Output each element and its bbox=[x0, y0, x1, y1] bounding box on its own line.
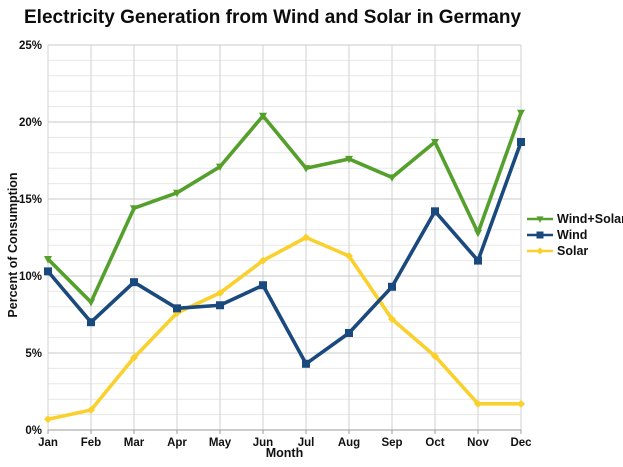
series-line-wind bbox=[46, 140, 523, 366]
y-tick-label: 20% bbox=[19, 117, 42, 129]
series-marker-solar bbox=[259, 256, 267, 265]
series-marker-wind-solar bbox=[173, 189, 181, 198]
series-marker-solar bbox=[130, 353, 138, 362]
legend-swatch-solar-icon bbox=[527, 247, 553, 255]
legend-swatch-marker bbox=[536, 247, 544, 255]
series-marker-wind bbox=[130, 278, 138, 287]
series-marker-wind bbox=[345, 328, 353, 337]
series-marker-solar bbox=[345, 251, 353, 260]
series-marker-wind-solar bbox=[44, 256, 52, 264]
x-tick-label: Jan bbox=[38, 437, 58, 449]
series-marker-wind-solar bbox=[388, 174, 396, 182]
legend-label: Wind bbox=[557, 228, 588, 242]
x-tick-label: Jun bbox=[253, 437, 273, 449]
series-marker-wind-solar bbox=[302, 165, 310, 173]
y-tick-label: 10% bbox=[19, 271, 42, 283]
legend-item-wind-solar: Wind+Solar bbox=[527, 211, 623, 227]
y-tick-label: 0% bbox=[25, 425, 42, 437]
series-marker-wind bbox=[216, 301, 224, 310]
series-marker-wind bbox=[474, 256, 482, 265]
series-marker-wind bbox=[302, 359, 310, 368]
x-tick-label: Jul bbox=[298, 437, 315, 449]
series-marker-solar bbox=[216, 288, 224, 297]
series-marker-wind-solar bbox=[345, 155, 353, 164]
series-marker-wind-solar bbox=[474, 229, 482, 238]
x-tick-label: Mar bbox=[124, 437, 145, 449]
x-tick-label: Oct bbox=[425, 437, 444, 449]
series-marker-wind bbox=[388, 282, 396, 291]
series-marker-wind-solar bbox=[216, 163, 224, 172]
series-marker-wind bbox=[44, 267, 52, 276]
series-marker-wind bbox=[431, 207, 439, 216]
series-line-wind-solar bbox=[46, 110, 523, 304]
series-marker-wind bbox=[173, 304, 181, 313]
legend-label: Wind+Solar bbox=[557, 212, 623, 226]
legend-swatch-marker bbox=[536, 216, 544, 223]
series-marker-solar bbox=[474, 399, 482, 408]
series-marker-wind bbox=[259, 281, 267, 290]
series-line-solar bbox=[46, 235, 523, 422]
series-marker-wind bbox=[517, 138, 525, 147]
x-axis-title: Month bbox=[265, 446, 304, 460]
x-tick-label: Feb bbox=[81, 437, 101, 449]
legend-swatch-wind-solar-icon bbox=[527, 216, 553, 223]
x-tick-label: Sep bbox=[381, 437, 402, 449]
legend: Wind+Solar Wind Solar bbox=[527, 211, 623, 259]
series-marker-solar bbox=[302, 233, 310, 242]
x-tick-label: May bbox=[209, 437, 232, 449]
legend-swatch-marker bbox=[536, 231, 544, 239]
series-marker-solar bbox=[87, 405, 95, 414]
series-marker-wind-solar bbox=[130, 205, 138, 213]
x-tick-label: Apr bbox=[167, 437, 187, 449]
legend-item-solar: Solar bbox=[527, 243, 623, 259]
x-tick-label: Dec bbox=[510, 437, 532, 449]
series-marker-wind-solar bbox=[517, 109, 525, 118]
legend-label: Solar bbox=[557, 244, 589, 258]
series-marker-solar bbox=[44, 415, 52, 424]
series-marker-wind-solar bbox=[259, 112, 267, 121]
series-marker-solar bbox=[517, 399, 525, 408]
series-marker-wind-solar bbox=[87, 299, 95, 307]
series-marker-wind bbox=[87, 318, 95, 327]
y-tick-label: 15% bbox=[19, 194, 42, 206]
chart-title: Electricity Generation from Wind and Sol… bbox=[24, 7, 522, 28]
y-tick-label: 25% bbox=[19, 40, 42, 52]
legend-item-wind: Wind bbox=[527, 227, 623, 243]
y-tick-label: 5% bbox=[25, 348, 42, 360]
series-marker-solar bbox=[388, 315, 396, 324]
x-tick-label: Aug bbox=[338, 437, 360, 449]
series-marker-solar bbox=[431, 352, 439, 361]
legend-swatch-wind-icon bbox=[527, 231, 553, 239]
series-marker-wind-solar bbox=[431, 138, 439, 147]
x-tick-label: Nov bbox=[467, 437, 489, 449]
